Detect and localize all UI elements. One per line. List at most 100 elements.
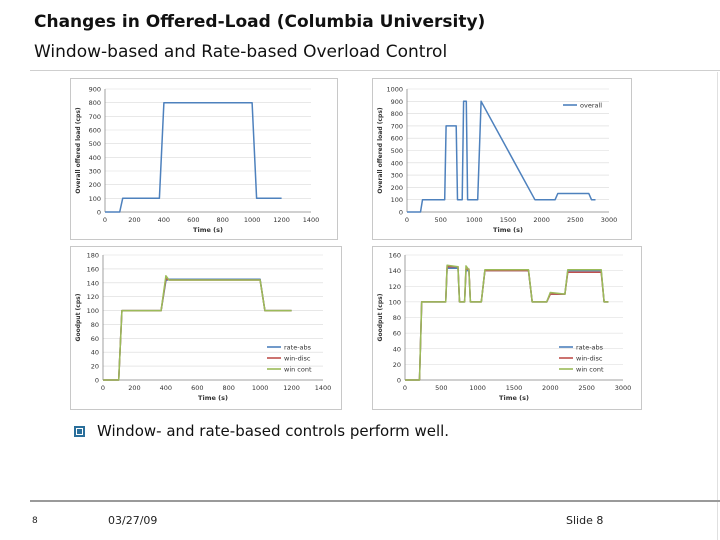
x-tick-label: 1200	[273, 216, 290, 224]
chart-panel-2: 0 100 200 300 400 500 600 700 800 900 1000 0 500 1000…	[372, 78, 632, 240]
y-tick-label: 40	[91, 349, 99, 357]
y-tick-label: 500	[391, 147, 403, 155]
bullet-point: Window- and rate-based controls perform …	[74, 422, 449, 440]
chart-panel-1: 0 100 200 300 400 500 600 700 800 900 0 200 400 600 80…	[70, 78, 338, 240]
y-tick-label: 140	[87, 279, 99, 287]
y-tick-label: 60	[393, 330, 401, 338]
y-tick-label: 700	[391, 122, 403, 130]
x-tick-label: 2000	[542, 384, 559, 392]
y-tick-label: 20	[91, 363, 99, 371]
y-tick-label: 140	[389, 267, 401, 275]
series-line-win-disc	[103, 277, 292, 381]
legend-label: overall	[580, 102, 602, 110]
footer-date: 03/27/09	[108, 514, 158, 527]
x-tick-label: 500	[434, 216, 446, 224]
x-tick-label: 2000	[533, 216, 550, 224]
x-tick-label: 200	[128, 384, 140, 392]
slide-edge-line	[717, 72, 718, 540]
y-tick-label: 60	[91, 335, 99, 343]
y-tick-label: 160	[389, 252, 401, 260]
y-tick-label: 80	[393, 314, 401, 322]
x-tick-label: 0	[101, 384, 105, 392]
x-tick-label: 1500	[506, 384, 523, 392]
y-tick-label: 120	[87, 293, 99, 301]
x-tick-label: 1500	[500, 216, 517, 224]
title-divider	[30, 70, 720, 71]
y-tick-label: 100	[89, 195, 101, 203]
y-tick-label: 180	[87, 252, 99, 260]
x-tick-label: 600	[191, 384, 203, 392]
legend-label: win-disc	[284, 355, 311, 363]
series-line-overall	[407, 100, 596, 213]
x-tick-label: 3000	[601, 216, 618, 224]
x-tick-label: 3000	[615, 384, 632, 392]
y-tick-label: 0	[95, 377, 99, 385]
x-tick-label: 2500	[578, 384, 595, 392]
footer-slide-label: Slide 8	[566, 514, 604, 527]
bullet-text: Window- and rate-based controls perform …	[97, 422, 450, 440]
y-tick-label: 300	[391, 172, 403, 180]
x-tick-label: 400	[158, 216, 170, 224]
y-tick-label: 600	[89, 127, 101, 135]
series-line-win-disc	[405, 265, 609, 381]
y-tick-label: 700	[89, 113, 101, 121]
y-axis-title: Goodput (cps)	[75, 293, 82, 341]
y-tick-label: 20	[393, 361, 401, 369]
x-tick-label: 1000	[466, 216, 483, 224]
y-axis-title: Goodput (cps)	[377, 293, 384, 341]
chart-goodput-1: 0 20 40 60 80 100 120 140 160 180 0 200 400 600 800 100…	[75, 252, 332, 403]
chart-offered-load-1: 0 100 200 300 400 500 600 700 800 900 0 200 400 600 80…	[75, 86, 320, 235]
x-tick-label: 400	[160, 384, 172, 392]
y-axis-title: Overall offered load (cps)	[377, 107, 384, 194]
x-tick-label: 500	[435, 384, 447, 392]
series-line-win-cont	[103, 275, 292, 381]
y-tick-label: 0	[97, 209, 101, 217]
y-tick-label: 40	[393, 345, 401, 353]
y-tick-label: 300	[89, 168, 101, 176]
y-tick-label: 400	[89, 154, 101, 162]
x-tick-label: 1000	[244, 216, 261, 224]
y-tick-label: 160	[87, 265, 99, 273]
y-tick-label: 80	[91, 321, 99, 329]
bullet-square-icon	[74, 425, 85, 437]
x-tick-label: 0	[403, 384, 407, 392]
slide-subtitle: Window-based and Rate-based Overload Con…	[34, 42, 448, 62]
y-tick-label: 400	[391, 159, 403, 167]
y-tick-label: 500	[89, 140, 101, 148]
y-tick-label: 200	[391, 184, 403, 192]
y-tick-label: 100	[391, 196, 403, 204]
x-axis-title: Time (s)	[193, 226, 223, 234]
footer-divider	[30, 500, 720, 502]
x-tick-label: 600	[187, 216, 199, 224]
series-line-rate-abs	[405, 267, 609, 381]
x-tick-label: 2500	[567, 216, 584, 224]
y-axis-title: Overall offered load (cps)	[75, 107, 82, 194]
legend-label: rate-abs	[284, 344, 312, 352]
x-axis-title: Time (s)	[493, 226, 523, 234]
y-tick-label: 0	[397, 377, 401, 385]
y-tick-label: 800	[89, 99, 101, 107]
x-tick-label: 1200	[283, 384, 300, 392]
legend-label: win cont	[576, 366, 604, 374]
y-tick-label: 1000	[386, 86, 403, 94]
x-tick-label: 0	[405, 216, 409, 224]
x-tick-label: 800	[217, 216, 229, 224]
legend-label: win cont	[284, 366, 312, 374]
y-tick-label: 900	[89, 86, 101, 94]
legend-label: rate-abs	[576, 344, 604, 352]
chart-panel-3: 0 20 40 60 80 100 120 140 160 180 0 200 400 600 800 100…	[70, 246, 342, 410]
x-tick-label: 1400	[315, 384, 332, 392]
y-tick-label: 100	[389, 298, 401, 306]
x-tick-label: 1000	[469, 384, 486, 392]
series-line-offered	[105, 101, 282, 213]
legend-label: win-disc	[576, 355, 603, 363]
y-tick-label: 800	[391, 110, 403, 118]
x-tick-label: 0	[103, 216, 107, 224]
chart-goodput-2: 0 20 40 60 80 100 120 140 160 0 500 1000 1500 2000 250…	[377, 252, 632, 403]
footer-page-number: 8	[32, 516, 38, 526]
series-line-rate-abs	[103, 278, 292, 381]
y-tick-label: 120	[389, 283, 401, 291]
chart-offered-load-2: 0 100 200 300 400 500 600 700 800 900 1000 0 500 1000…	[377, 86, 618, 235]
x-tick-label: 1400	[303, 216, 320, 224]
x-tick-label: 200	[128, 216, 140, 224]
